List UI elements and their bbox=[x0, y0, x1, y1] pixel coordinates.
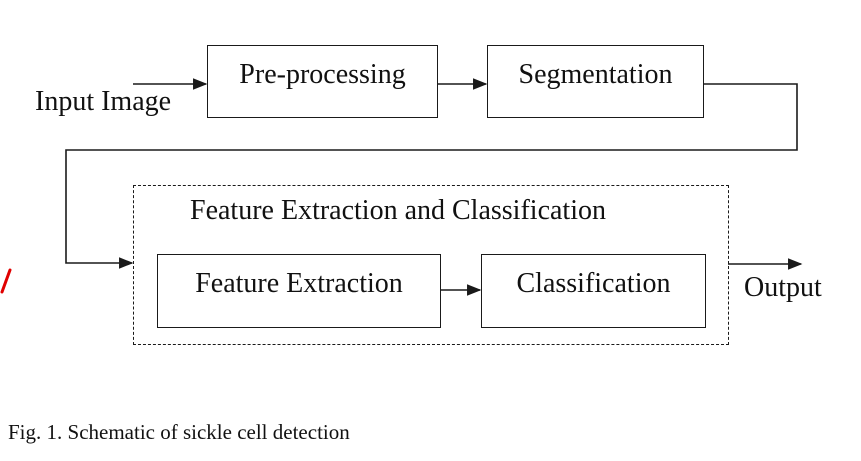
stray-red-mark bbox=[0, 268, 12, 294]
classification-box: Classification bbox=[481, 254, 706, 328]
segmentation-label: Segmentation bbox=[518, 58, 673, 90]
classification-label: Classification bbox=[516, 268, 671, 299]
input-image-label: Input Image bbox=[35, 86, 172, 117]
preprocessing-box: Pre-processing bbox=[207, 45, 438, 118]
preprocessing-label: Pre-processing bbox=[239, 58, 406, 90]
feature-extraction-classification-group bbox=[133, 185, 729, 345]
feature-extraction-label: Feature Extraction bbox=[195, 268, 403, 299]
feature-extraction-box: Feature Extraction bbox=[157, 254, 441, 328]
segmentation-box: Segmentation bbox=[487, 45, 704, 118]
output-label: Output bbox=[744, 272, 822, 303]
figure-caption: Fig. 1. Schematic of sickle cell detecti… bbox=[8, 420, 350, 444]
group-title: Feature Extraction and Classification bbox=[190, 195, 606, 226]
arrow-segmentation-to-group bbox=[65, 83, 798, 269]
